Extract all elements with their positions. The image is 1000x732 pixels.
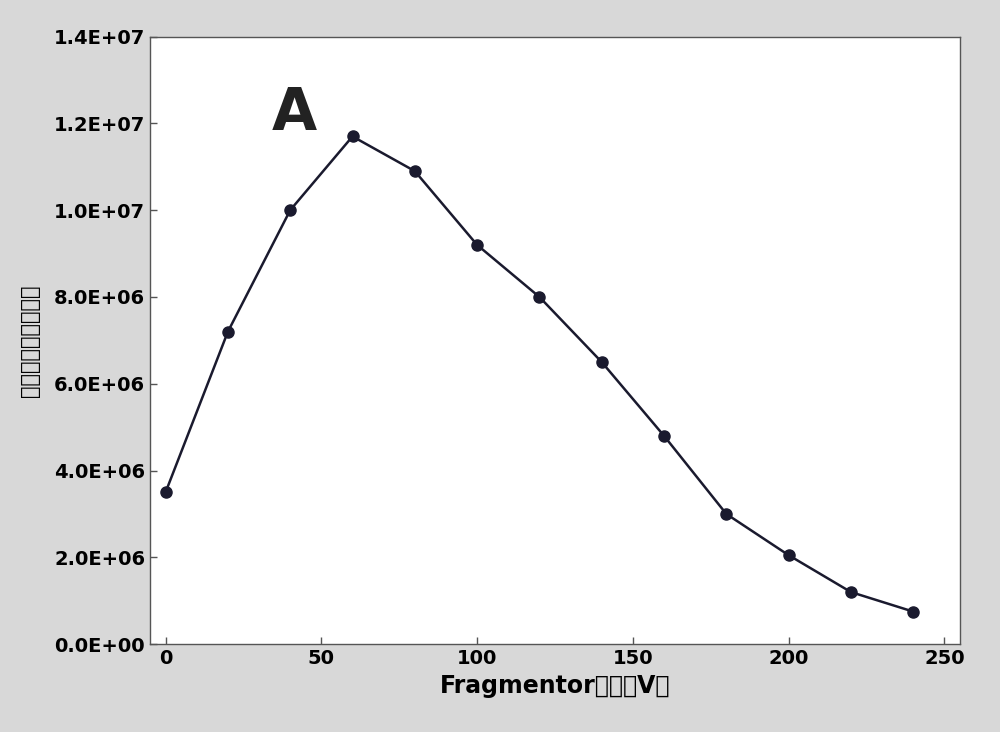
X-axis label: Fragmentor电压（V）: Fragmentor电压（V） bbox=[440, 673, 670, 698]
Y-axis label: 峰与额外消旋峰面积: 峰与额外消旋峰面积 bbox=[20, 284, 40, 397]
Text: A: A bbox=[272, 85, 317, 142]
